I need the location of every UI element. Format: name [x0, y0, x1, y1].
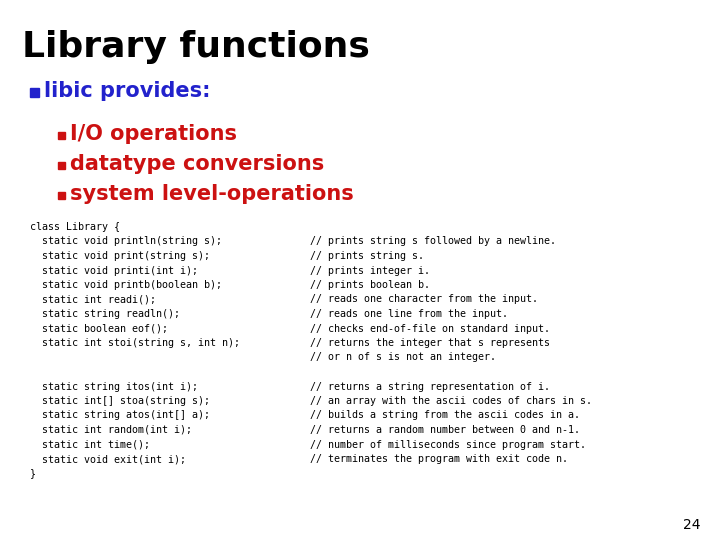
Bar — [58, 161, 65, 168]
Text: // builds a string from the ascii codes in a.: // builds a string from the ascii codes … — [310, 410, 580, 421]
Text: static void println(string s);: static void println(string s); — [30, 237, 222, 246]
Text: // reads one line from the input.: // reads one line from the input. — [310, 309, 508, 319]
Text: // terminates the program with exit code n.: // terminates the program with exit code… — [310, 454, 568, 464]
Text: // checks end-of-file on standard input.: // checks end-of-file on standard input. — [310, 323, 550, 334]
Text: }: } — [30, 469, 36, 478]
Text: static void exit(int i);: static void exit(int i); — [30, 454, 186, 464]
Text: // returns a random number between 0 and n-1.: // returns a random number between 0 and… — [310, 425, 580, 435]
Text: static void print(string s);: static void print(string s); — [30, 251, 210, 261]
Text: static void printb(boolean b);: static void printb(boolean b); — [30, 280, 222, 290]
Text: I/O operations: I/O operations — [70, 124, 237, 144]
Text: // number of milliseconds since program start.: // number of milliseconds since program … — [310, 440, 586, 449]
Text: // returns the integer that s represents: // returns the integer that s represents — [310, 338, 550, 348]
Bar — [30, 87, 39, 97]
Text: static int time();: static int time(); — [30, 440, 150, 449]
Bar — [58, 192, 65, 199]
Text: // or n of s is not an integer.: // or n of s is not an integer. — [310, 353, 496, 362]
Text: static int[] stoa(string s);: static int[] stoa(string s); — [30, 396, 210, 406]
Text: static int stoi(string s, int n);: static int stoi(string s, int n); — [30, 338, 240, 348]
Text: // prints string s followed by a newline.: // prints string s followed by a newline… — [310, 237, 556, 246]
Text: static string atos(int[] a);: static string atos(int[] a); — [30, 410, 210, 421]
Text: static int readi();: static int readi(); — [30, 294, 156, 305]
Text: // reads one character from the input.: // reads one character from the input. — [310, 294, 538, 305]
Text: static void printi(int i);: static void printi(int i); — [30, 266, 198, 275]
Text: static boolean eof();: static boolean eof(); — [30, 323, 168, 334]
Text: // prints boolean b.: // prints boolean b. — [310, 280, 430, 290]
Text: // prints string s.: // prints string s. — [310, 251, 424, 261]
Text: static string itos(int i);: static string itos(int i); — [30, 381, 198, 391]
Text: // prints integer i.: // prints integer i. — [310, 266, 430, 275]
Text: 24: 24 — [683, 518, 700, 532]
Text: system level-operations: system level-operations — [70, 184, 354, 204]
Text: datatype conversions: datatype conversions — [70, 154, 324, 174]
Bar — [58, 132, 65, 138]
Text: // returns a string representation of i.: // returns a string representation of i. — [310, 381, 550, 391]
Text: Library functions: Library functions — [22, 30, 370, 64]
Text: libic provides:: libic provides: — [44, 81, 210, 101]
Text: static int random(int i);: static int random(int i); — [30, 425, 192, 435]
Text: class Library {: class Library { — [30, 222, 120, 232]
Text: // an array with the ascii codes of chars in s.: // an array with the ascii codes of char… — [310, 396, 592, 406]
Text: static string readln();: static string readln(); — [30, 309, 180, 319]
